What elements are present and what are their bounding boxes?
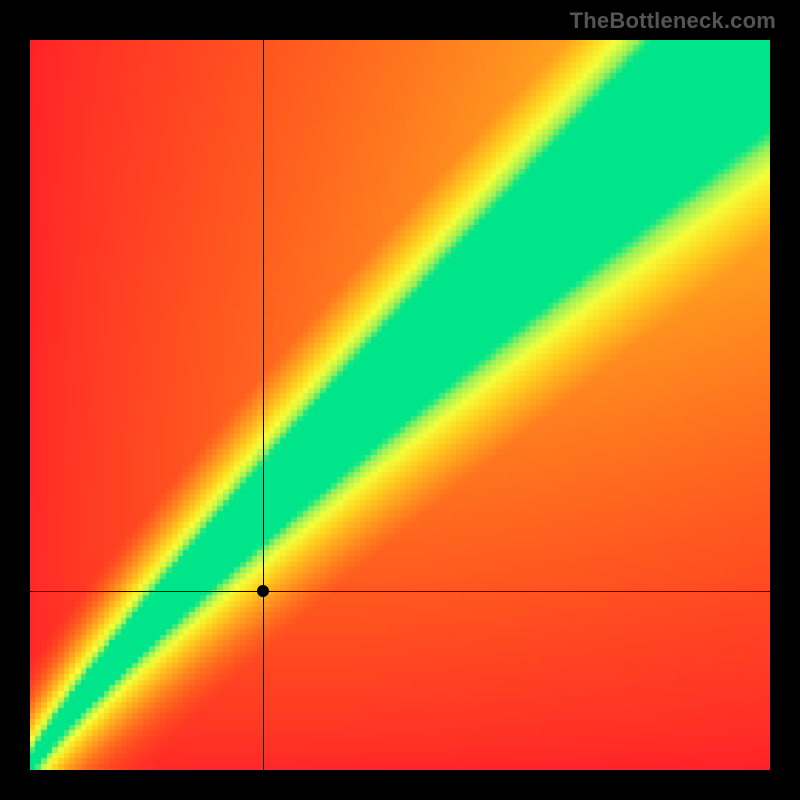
- crosshair-horizontal: [30, 591, 770, 592]
- attribution-text: TheBottleneck.com: [570, 8, 776, 34]
- chart-container: TheBottleneck.com: [0, 0, 800, 800]
- heatmap-plot: [30, 40, 770, 770]
- crosshair-vertical: [263, 40, 264, 770]
- data-point-marker: [257, 585, 269, 597]
- heatmap-canvas: [30, 40, 770, 770]
